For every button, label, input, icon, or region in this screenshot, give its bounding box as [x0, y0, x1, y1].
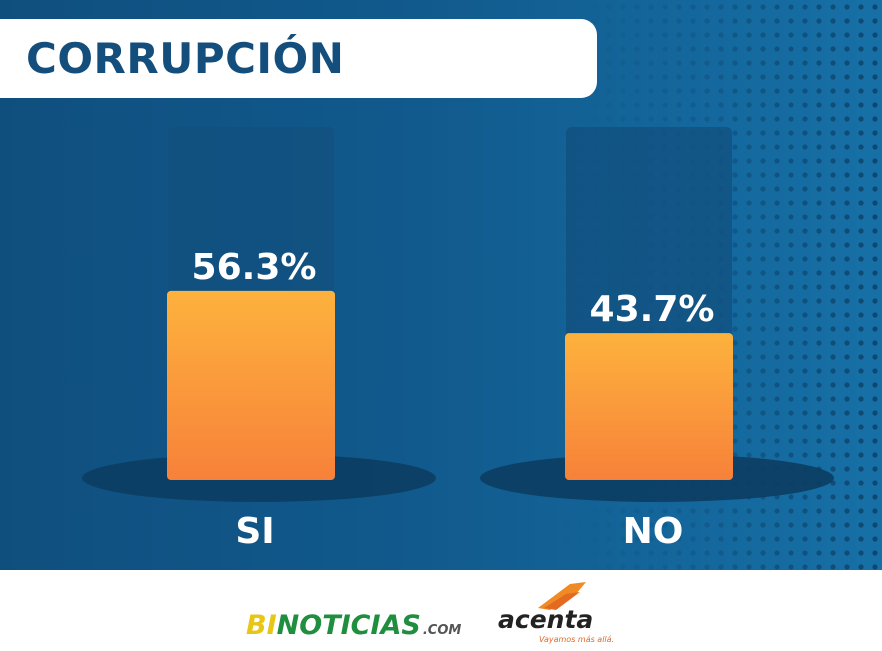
data-label-no: 43.7%	[590, 289, 715, 330]
logo-bi-suffix: .COM	[422, 623, 462, 638]
acenta-swoosh-icon	[538, 582, 586, 610]
chart-title: CORRUPCIÓN	[26, 34, 345, 83]
bar-si	[167, 290, 335, 480]
acenta-logo: acenta Vayamos más allá.	[498, 604, 614, 650]
logo-bi-part2: NOTICIAS	[276, 610, 421, 641]
category-label-si: SI	[235, 511, 274, 552]
bar-chart: 56.3% SI 43.7% NO	[82, 0, 882, 570]
footer	[0, 570, 882, 651]
bar-no	[565, 333, 733, 480]
category-label-no: NO	[623, 511, 684, 552]
data-label-si: 56.3%	[192, 247, 317, 288]
title-box: CORRUPCIÓN	[0, 19, 597, 98]
binoticias-logo: BINOTICIAS .COM	[246, 611, 461, 646]
acenta-tagline: Vayamos más allá.	[539, 635, 615, 644]
logo-bi-part1: BI	[246, 610, 277, 641]
acenta-wordmark: acenta	[498, 605, 594, 634]
